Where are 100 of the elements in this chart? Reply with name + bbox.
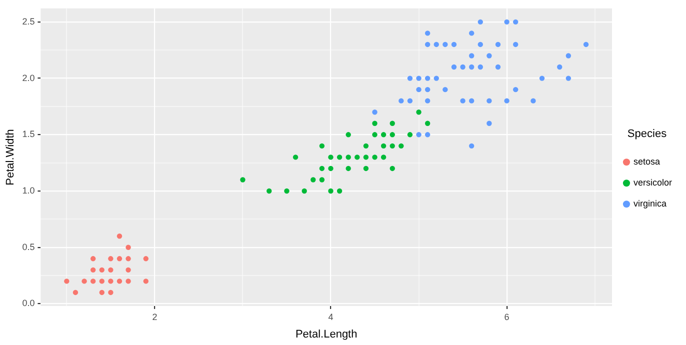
point: [434, 42, 439, 48]
point: [336, 154, 342, 160]
point: [116, 234, 122, 239]
legend-label: versicolor: [633, 178, 672, 188]
point: [380, 154, 386, 160]
point: [530, 98, 536, 104]
point: [266, 188, 272, 194]
point: [372, 154, 378, 160]
point: [310, 177, 316, 182]
point: [328, 166, 334, 172]
point: [240, 177, 246, 182]
y-tick-label: 1.0: [22, 186, 35, 196]
point: [90, 267, 96, 273]
point: [468, 30, 474, 36]
point: [143, 278, 148, 284]
point: [143, 256, 148, 262]
point: [566, 76, 572, 81]
point: [424, 30, 430, 36]
point: [108, 290, 114, 296]
point: [468, 64, 474, 70]
point: [539, 76, 545, 81]
point: [478, 64, 483, 70]
point: [82, 278, 87, 284]
legend-title: Species: [627, 128, 668, 140]
point: [302, 188, 307, 194]
point: [486, 98, 492, 104]
point: [451, 42, 457, 48]
point: [380, 132, 386, 138]
point: [72, 290, 78, 296]
x-tick-label: 4: [328, 312, 334, 322]
point: [346, 132, 351, 138]
point: [116, 256, 122, 262]
point: [398, 98, 404, 104]
y-tick-label: 2.0: [22, 72, 35, 83]
point: [126, 278, 131, 284]
point: [583, 42, 589, 48]
point: [513, 42, 518, 48]
point: [99, 290, 104, 296]
point: [319, 177, 325, 182]
point: [451, 64, 457, 70]
point: [319, 166, 325, 172]
point: [486, 120, 492, 126]
point: [504, 19, 510, 25]
point: [407, 98, 413, 104]
point: [566, 53, 572, 58]
point: [416, 76, 422, 81]
point: [468, 143, 474, 149]
point: [486, 53, 492, 58]
point: [416, 132, 422, 138]
point: [116, 278, 122, 284]
point: [126, 267, 131, 273]
legend-label: setosa: [633, 156, 660, 167]
legend-label: virginica: [633, 198, 667, 209]
point: [108, 267, 114, 273]
point: [478, 42, 483, 48]
point: [108, 256, 114, 262]
point: [336, 188, 342, 194]
point: [390, 166, 395, 172]
y-tick-label: 0.0: [22, 298, 35, 308]
point: [424, 76, 430, 81]
y-tick-label: 0.5: [22, 242, 35, 252]
point: [390, 132, 395, 138]
y-axis-title: Petal.Width: [4, 129, 17, 186]
point: [468, 98, 474, 104]
point: [284, 188, 290, 194]
point: [90, 256, 96, 262]
point: [292, 154, 298, 160]
point: [424, 42, 430, 48]
point: [64, 278, 70, 284]
point: [416, 86, 422, 92]
point: [513, 19, 518, 25]
point: [416, 110, 422, 115]
point: [390, 120, 395, 126]
point: [354, 154, 360, 160]
point: [504, 98, 510, 104]
point: [495, 42, 501, 48]
point: [424, 120, 430, 126]
point: [328, 154, 334, 160]
point: [460, 64, 466, 70]
point: [346, 154, 351, 160]
point: [372, 120, 378, 126]
point: [126, 244, 131, 250]
point: [557, 64, 562, 70]
x-tick-label: 2: [152, 312, 158, 322]
point: [319, 143, 325, 149]
x-axis-title: Petal.Length: [295, 328, 358, 340]
point: [328, 188, 334, 194]
point: [398, 143, 404, 149]
point: [108, 278, 114, 284]
point: [424, 132, 430, 138]
point: [346, 166, 351, 172]
point: [434, 76, 439, 81]
point: [468, 53, 474, 58]
point: [407, 132, 413, 138]
point: [460, 98, 466, 104]
point: [126, 256, 131, 262]
point: [513, 86, 518, 92]
point: [495, 64, 501, 70]
point: [372, 132, 378, 138]
point: [424, 98, 430, 104]
